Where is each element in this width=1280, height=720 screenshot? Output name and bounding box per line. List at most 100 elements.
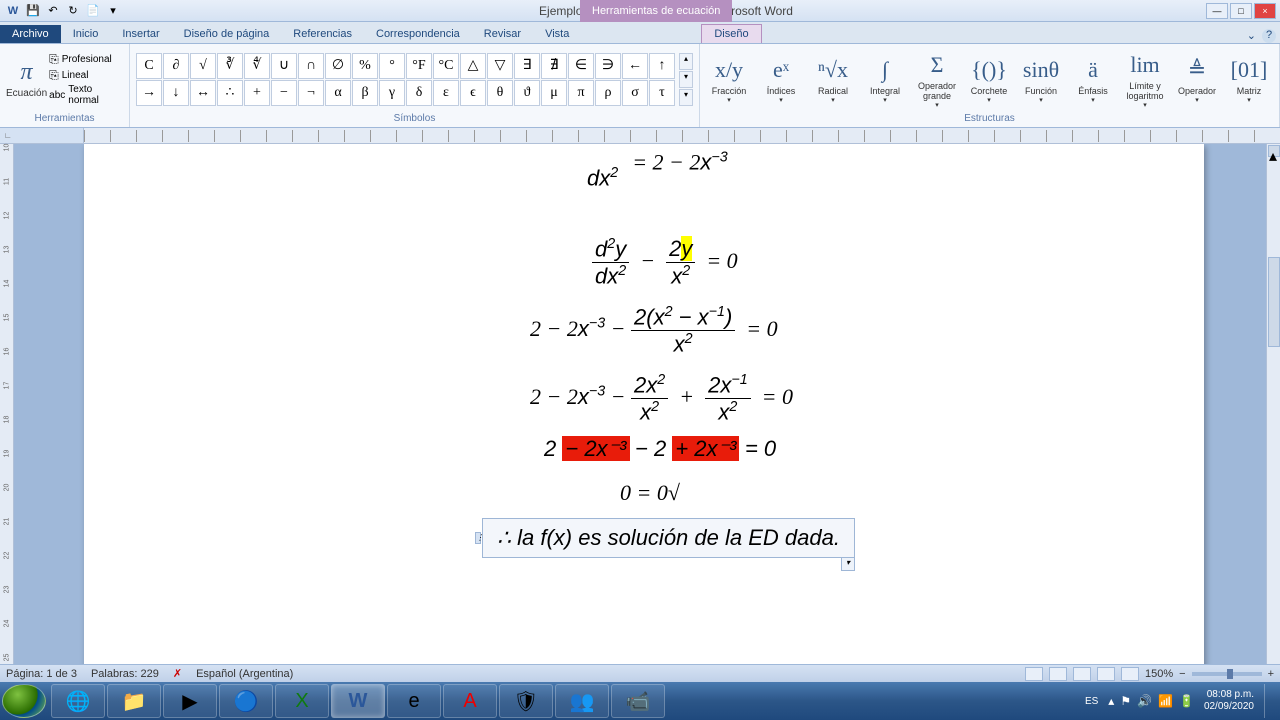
help-icon[interactable]: ? xyxy=(1262,29,1276,43)
tray-network-icon[interactable]: 📶 xyxy=(1158,694,1173,708)
symbol-cell[interactable]: △ xyxy=(460,53,486,79)
taskbar-acrobat[interactable]: A xyxy=(443,684,497,718)
symbol-cell[interactable]: τ xyxy=(649,80,675,106)
taskbar-teams[interactable]: 👥 xyxy=(555,684,609,718)
zoom-slider[interactable] xyxy=(1192,672,1262,676)
ruler-vertical[interactable]: 10111213141516171819202122232425 xyxy=(0,144,14,664)
taskbar-ie[interactable]: 🌐 xyxy=(51,684,105,718)
symbol-cell[interactable]: θ xyxy=(487,80,513,106)
symbol-cell[interactable]: μ xyxy=(541,80,567,106)
taskbar-mediaplayer[interactable]: ▶ xyxy=(163,684,217,718)
symbol-cell[interactable]: °C xyxy=(433,53,459,79)
symbol-cell[interactable]: ϑ xyxy=(514,80,540,106)
symbol-cell[interactable]: % xyxy=(352,53,378,79)
taskbar-edge[interactable]: e xyxy=(387,684,441,718)
save-qat[interactable]: 💾 xyxy=(24,2,42,20)
symbol-cell[interactable]: ∛ xyxy=(217,53,243,79)
symbol-cell[interactable]: °F xyxy=(406,53,432,79)
view-web[interactable] xyxy=(1073,667,1091,681)
structure-énfasis[interactable]: äÉnfasis▾ xyxy=(1070,54,1116,104)
profesional-button[interactable]: ⎘Profesional xyxy=(49,52,123,67)
tab-archivo[interactable]: Archivo xyxy=(0,25,61,43)
qat-dropdown[interactable]: ▾ xyxy=(104,2,122,20)
symbol-cell[interactable]: ∩ xyxy=(298,53,324,79)
symbol-cell[interactable]: ρ xyxy=(595,80,621,106)
tab-revisar[interactable]: Revisar xyxy=(472,25,533,43)
vertical-scrollbar[interactable]: ▴ xyxy=(1266,144,1280,664)
tray-flag-icon[interactable]: ⚑ xyxy=(1120,694,1131,708)
eq-box-dropdown[interactable]: ▾ xyxy=(841,557,855,571)
ribbon-minimize-icon[interactable]: ⌄ xyxy=(1247,29,1256,43)
symbol-cell[interactable]: α xyxy=(325,80,351,106)
structure-índices[interactable]: eˣÍndices▾ xyxy=(758,54,804,104)
taskbar-chrome[interactable]: 🔵 xyxy=(219,684,273,718)
symbol-cell[interactable]: C xyxy=(136,53,162,79)
zoom-out-button[interactable]: − xyxy=(1179,668,1185,680)
symbol-cell[interactable]: ∄ xyxy=(541,53,567,79)
show-desktop-button[interactable] xyxy=(1264,684,1272,718)
structure-operador[interactable]: ≜Operador▾ xyxy=(1174,54,1220,104)
tray-volume-icon[interactable]: 🔊 xyxy=(1137,694,1152,708)
symbol-cell[interactable]: + xyxy=(244,80,270,106)
symbol-cell[interactable]: ▽ xyxy=(487,53,513,79)
tab-diseno-eq[interactable]: Diseño xyxy=(701,24,761,43)
system-tray[interactable]: ▴ ⚑ 🔊 📶 🔋 xyxy=(1108,694,1194,708)
view-outline[interactable] xyxy=(1097,667,1115,681)
symbol-cell[interactable]: ∅ xyxy=(325,53,351,79)
tray-battery-icon[interactable]: 🔋 xyxy=(1179,694,1194,708)
ruler-tab-selector[interactable]: ∟ xyxy=(0,128,84,143)
equation-box[interactable]: ⋮ ∴ la f(x) es solución de la ED dada. ▾ xyxy=(482,518,855,558)
maximize-button[interactable]: □ xyxy=(1230,3,1252,19)
taskbar-time[interactable]: 08:08 p.m. xyxy=(1204,689,1254,701)
taskbar-lang[interactable]: ES xyxy=(1085,696,1098,707)
structure-matriz[interactable]: [01]Matriz▾ xyxy=(1226,54,1272,104)
symbol-cell[interactable]: ∃ xyxy=(514,53,540,79)
structure-integral[interactable]: ∫Integral▾ xyxy=(862,54,908,104)
symbol-cell[interactable]: ¬ xyxy=(298,80,324,106)
taskbar-zoom[interactable]: 📹 xyxy=(611,684,665,718)
status-proofing-icon[interactable]: ✗ xyxy=(173,667,182,680)
taskbar-shield[interactable]: 🛡 xyxy=(499,684,553,718)
structure-fracción[interactable]: x/yFracción▾ xyxy=(706,54,752,104)
tab-insertar[interactable]: Insertar xyxy=(110,25,171,43)
taskbar-date[interactable]: 02/09/2020 xyxy=(1204,701,1254,713)
symbol-cell[interactable]: γ xyxy=(379,80,405,106)
symbol-cell[interactable]: δ xyxy=(406,80,432,106)
symbol-cell[interactable]: β xyxy=(352,80,378,106)
equation-button[interactable]: π Ecuación xyxy=(6,59,47,99)
zoom-in-button[interactable]: + xyxy=(1268,668,1274,680)
status-words[interactable]: Palabras: 229 xyxy=(91,668,159,680)
symbol-cell[interactable]: ∋ xyxy=(595,53,621,79)
ruler-horizontal[interactable]: ∟ xyxy=(0,128,1280,144)
close-button[interactable]: × xyxy=(1254,3,1276,19)
tray-up-icon[interactable]: ▴ xyxy=(1108,694,1114,708)
start-button[interactable] xyxy=(2,684,46,718)
status-language[interactable]: Español (Argentina) xyxy=(196,668,293,680)
symbol-cell[interactable]: − xyxy=(271,80,297,106)
tab-vista[interactable]: Vista xyxy=(533,25,581,43)
symbol-cell[interactable]: σ xyxy=(622,80,648,106)
eq-box-handle[interactable]: ⋮ xyxy=(475,532,481,544)
view-draft[interactable] xyxy=(1121,667,1139,681)
symbol-cell[interactable]: ε xyxy=(433,80,459,106)
symbol-cell[interactable]: → xyxy=(136,80,162,106)
structure-radical[interactable]: ⁿ√xRadical▾ xyxy=(810,54,856,104)
symbol-cell[interactable]: ∈ xyxy=(568,53,594,79)
symbol-cell[interactable]: ∴ xyxy=(217,80,243,106)
lineal-button[interactable]: ⎘Lineal xyxy=(49,68,123,83)
redo-qat[interactable]: ↻ xyxy=(64,2,82,20)
zoom-level[interactable]: 150% xyxy=(1145,668,1173,680)
structure-corchete[interactable]: {()}Corchete▾ xyxy=(966,54,1012,104)
symbol-cell[interactable]: ↓ xyxy=(163,80,189,106)
symbol-cell[interactable]: ϵ xyxy=(460,80,486,106)
minimize-button[interactable]: — xyxy=(1206,3,1228,19)
view-fullscreen[interactable] xyxy=(1049,667,1067,681)
scrollbar-thumb[interactable] xyxy=(1268,257,1280,347)
new-qat[interactable]: 📄 xyxy=(84,2,102,20)
symbol-cell[interactable]: ↔ xyxy=(190,80,216,106)
symbol-cell[interactable]: ∂ xyxy=(163,53,189,79)
symbol-cell[interactable]: ∜ xyxy=(244,53,270,79)
structure-función[interactable]: sinθFunción▾ xyxy=(1018,54,1064,104)
symbol-cell[interactable]: π xyxy=(568,80,594,106)
taskbar-explorer[interactable]: 📁 xyxy=(107,684,161,718)
